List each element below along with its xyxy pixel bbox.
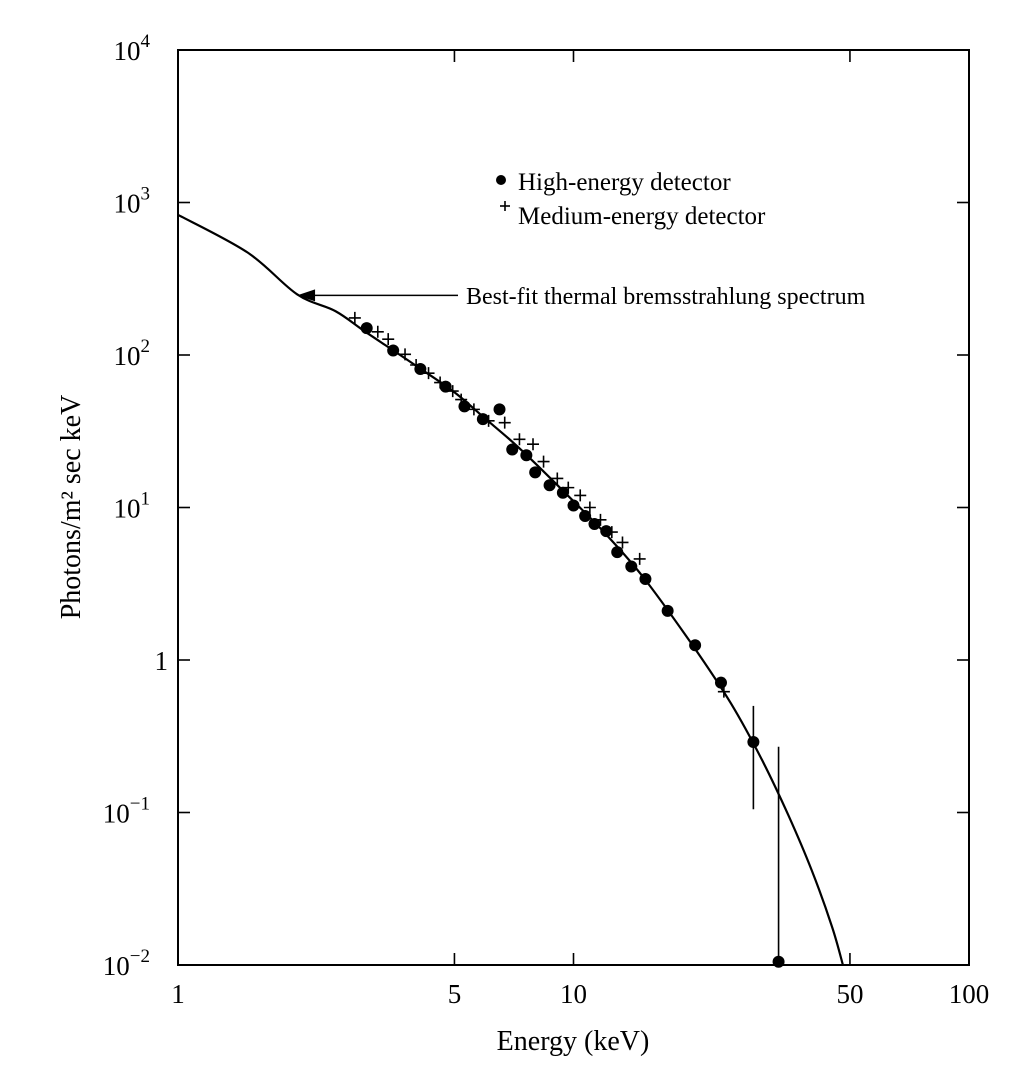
medium-energy-point	[583, 501, 596, 514]
y-tick-exponent: −2	[130, 946, 150, 967]
y-tick-label: 101	[114, 489, 151, 524]
medium-energy-point	[717, 685, 730, 698]
x-tick-label: 10	[560, 979, 587, 1009]
medium-energy-point	[467, 403, 480, 416]
high-energy-point	[458, 400, 471, 413]
legend-label-high-energy: High-energy detector	[518, 169, 731, 196]
medium-energy-point	[446, 385, 459, 398]
x-tick-label: 50	[836, 979, 863, 1009]
y-tick-base: 10	[114, 341, 141, 371]
y-tick-exponent: −1	[130, 794, 150, 815]
data-points-layer	[348, 311, 785, 968]
high-energy-point	[567, 499, 580, 512]
medium-energy-point	[382, 333, 395, 346]
y-tick-label: 104	[114, 31, 151, 66]
medium-energy-point	[527, 438, 540, 451]
high-energy-point	[714, 676, 727, 689]
high-energy-point	[414, 362, 427, 375]
medium-energy-point	[616, 536, 629, 549]
high-energy-point	[747, 735, 760, 748]
high-energy-point	[543, 479, 556, 492]
medium-energy-point	[574, 489, 587, 502]
y-tick-label: 103	[114, 184, 151, 219]
y-tick-label: 102	[114, 336, 151, 371]
y-tick-exponent: 1	[141, 489, 151, 510]
high-energy-point	[611, 546, 624, 559]
high-energy-point	[600, 525, 613, 538]
y-tick-base: 10	[114, 36, 141, 66]
high-energy-point	[772, 955, 785, 968]
high-energy-point	[579, 509, 592, 522]
y-tick-base: 1	[155, 646, 169, 676]
x-axis-label: Energy (keV)	[497, 1026, 650, 1057]
medium-energy-point	[551, 472, 564, 485]
fit-curve	[177, 213, 844, 966]
high-energy-point	[639, 572, 652, 585]
high-energy-point	[625, 560, 638, 573]
high-energy-point	[476, 413, 489, 426]
high-energy-point	[520, 449, 533, 462]
legend-label-medium-energy: Medium-energy detector	[518, 203, 766, 230]
high-energy-point	[529, 466, 542, 479]
medium-energy-point	[399, 348, 412, 361]
high-energy-point	[439, 380, 452, 393]
axis-ticks	[177, 49, 970, 966]
medium-energy-point	[562, 481, 575, 494]
medium-energy-point	[422, 367, 435, 380]
annotation-arrowhead	[297, 289, 316, 302]
medium-energy-point	[410, 358, 423, 371]
y-tick-label: 1	[155, 646, 169, 676]
medium-energy-point	[633, 552, 646, 565]
medium-energy-point	[482, 414, 495, 427]
y-axis-label: Photons/m² sec keV	[56, 395, 87, 620]
legend-dot-marker	[496, 175, 506, 185]
y-tick-base: 10	[114, 189, 141, 219]
medium-energy-point	[371, 325, 384, 338]
high-energy-point	[493, 403, 506, 416]
y-tick-exponent: 4	[141, 31, 151, 52]
y-tick-exponent: 2	[141, 336, 151, 357]
high-energy-point	[661, 604, 674, 617]
high-energy-point	[588, 517, 601, 530]
y-tick-label: 10−1	[103, 794, 150, 829]
medium-energy-point	[498, 416, 511, 429]
high-energy-point	[506, 443, 519, 456]
medium-energy-point	[537, 455, 550, 468]
x-tick-label: 100	[949, 979, 990, 1009]
y-tick-label: 10−2	[103, 946, 150, 981]
x-tick-label: 1	[171, 979, 185, 1009]
medium-energy-point	[605, 526, 618, 539]
medium-energy-point	[513, 433, 526, 446]
x-tick-label: 5	[448, 979, 462, 1009]
annotation-text: Best-fit thermal bremsstrahlung spectrum	[466, 284, 866, 310]
high-energy-point	[387, 344, 400, 357]
y-tick-base: 10	[103, 799, 130, 829]
medium-energy-point	[348, 311, 361, 324]
high-energy-point	[360, 322, 373, 335]
annotation: Best-fit thermal bremsstrahlung spectrum	[297, 284, 866, 310]
y-tick-exponent: 3	[141, 184, 151, 205]
medium-energy-point	[594, 513, 607, 526]
high-energy-point	[689, 639, 702, 652]
legend: High-energy detector Medium-energy detec…	[496, 169, 766, 230]
y-tick-base: 10	[114, 494, 141, 524]
y-tick-base: 10	[103, 951, 130, 981]
fit-curve-layer	[177, 213, 844, 966]
high-energy-point	[556, 486, 569, 499]
legend-plus-marker	[500, 201, 510, 211]
medium-energy-point	[455, 393, 468, 406]
medium-energy-point	[434, 376, 447, 389]
